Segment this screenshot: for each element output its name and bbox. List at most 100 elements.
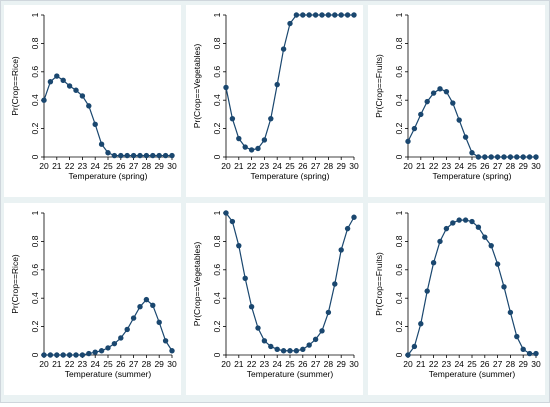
x-tick-label: 30 [167,161,177,171]
data-point [137,304,143,310]
data-point [475,224,482,230]
data-point [261,137,268,143]
y-tick-label: 1 [30,210,40,215]
x-axis-title: Temperature (spring) [251,171,330,181]
data-point [111,340,118,347]
data-point [268,115,274,122]
y-tick-label: 0.6 [30,264,40,276]
data-point [482,234,488,240]
data-point [255,325,261,331]
x-tick-label: 20 [403,359,413,369]
y-axis-title: Pr(Crop==Vegetables) [192,242,202,327]
data-point [514,333,520,340]
y-tick-label: 0.8 [394,37,404,49]
plot-area [408,15,536,157]
data-point [92,121,98,128]
data-point [248,304,255,310]
x-tick-label: 20 [221,161,231,171]
data-point [236,135,242,142]
data-point [507,154,514,160]
x-tick-label: 25 [285,359,295,369]
y-tick-label: 0.6 [394,264,404,276]
y-tick-label: 0.2 [212,320,222,332]
data-point [293,12,300,18]
y-axis-title: Pr(Crop==Rice) [10,254,20,314]
data-point [242,144,248,150]
data-point [306,12,312,18]
x-axis-title: Temperature (summer) [65,369,152,379]
y-tick-label: 0.2 [30,320,40,332]
y-tick-label: 1 [394,12,404,17]
data-point [86,350,92,357]
y-tick-label: 0.2 [394,122,404,134]
data-point [344,225,351,232]
data-point [405,352,411,358]
data-point [494,261,501,267]
data-point [456,217,462,223]
data-point [488,154,494,160]
chart-panel-2: 0 0.2 0.4 0.6 0.8 1 20 21 22 23 24 25 26 27 28 29 30 Temp… [186,5,363,197]
x-tick-label: 23 [260,359,270,369]
y-tick-label: 0.6 [212,66,222,78]
plot-area [408,213,536,355]
y-axis-title: Pr(Crop==Vegetables) [192,44,202,129]
x-tick-label: 25 [467,161,477,171]
data-point [130,315,137,321]
data-point [73,87,79,93]
x-tick-label: 29 [518,161,528,171]
data-point [456,117,462,123]
data-point [293,348,300,354]
y-tick-label: 0 [394,352,404,357]
data-point [98,348,105,354]
data-point [98,141,105,147]
y-tick-label: 0.6 [212,264,222,276]
x-tick-label: 26 [116,359,126,369]
x-tick-label: 30 [531,161,541,171]
data-point [280,46,287,52]
data-point [424,288,430,294]
data-point [130,152,137,159]
data-point [501,284,507,290]
data-point [229,218,236,225]
data-point [312,336,319,343]
x-tick-label: 28 [506,359,516,369]
data-point [520,154,526,160]
x-tick-label: 28 [142,359,152,369]
data-point [501,154,507,160]
x-tick-label: 27 [311,359,321,369]
x-tick-label: 21 [52,359,62,369]
x-tick-label: 27 [311,161,321,171]
data-point [411,343,418,350]
data-point [450,220,456,226]
chart-panel-3: 0 0.2 0.4 0.6 0.8 1 20 21 22 23 24 25 26 27 28 29 30 Temp… [368,5,545,197]
data-point [418,321,424,327]
data-point [287,348,293,354]
data-point [338,247,344,253]
x-tick-label: 20 [39,359,49,369]
chart-panel-1: 0 0.2 0.4 0.6 0.8 1 20 21 22 23 24 25 26 27 28 29 30 Temp… [4,5,181,197]
y-axis-title: Pr(Crop==Fruits) [374,252,384,316]
y-tick-label: 0.4 [394,94,404,106]
x-tick-label: 21 [52,161,62,171]
data-point [162,338,169,344]
x-tick-label: 26 [298,359,308,369]
x-tick-label: 27 [129,359,139,369]
x-tick-label: 29 [154,161,164,171]
x-tick-label: 22 [429,359,439,369]
data-point [507,309,514,316]
data-point [325,12,332,18]
data-point [405,138,411,145]
x-tick-label: 22 [429,161,439,171]
y-tick-label: 0.4 [30,94,40,106]
data-point [41,352,47,358]
x-tick-label: 24 [454,161,464,171]
y-tick-label: 0.4 [394,292,404,304]
data-point [533,154,539,160]
x-tick-label: 22 [247,359,257,369]
data-point [319,328,325,334]
data-point [156,152,162,159]
data-point [223,84,229,91]
x-tick-label: 21 [416,359,426,369]
data-point [514,154,520,160]
x-tick-label: 28 [506,161,516,171]
